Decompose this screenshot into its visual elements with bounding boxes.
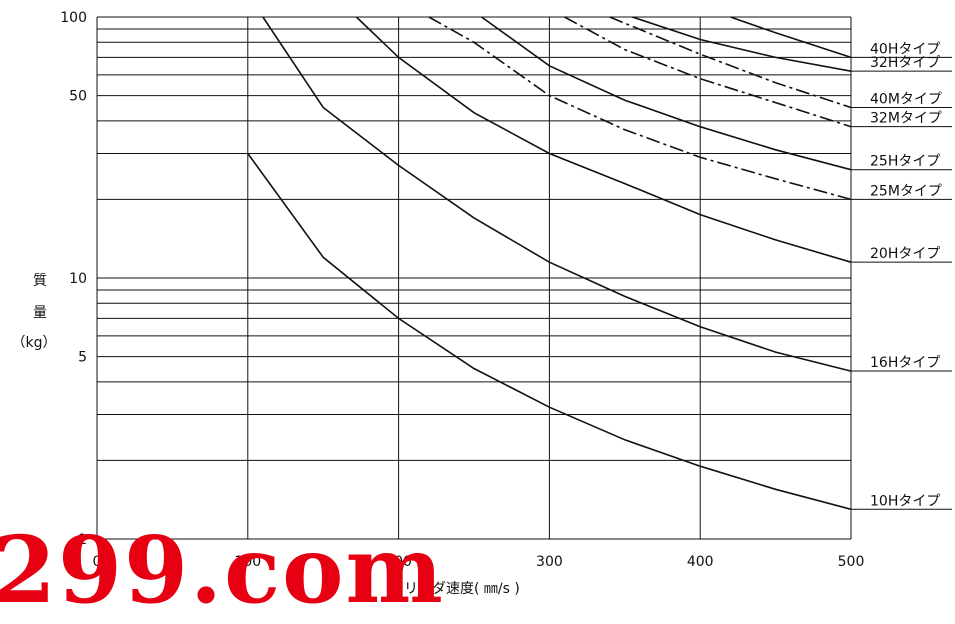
series-line: [428, 16, 852, 201]
series-label: 25Mタイプ: [870, 183, 942, 199]
series-label: 32Mタイプ: [870, 111, 942, 127]
series-label: 16Hタイプ: [870, 355, 940, 371]
series-label: 20Hタイプ: [870, 246, 940, 262]
y-tick-label: 10: [69, 271, 87, 287]
y-axis-label-line-2: 量: [33, 305, 47, 321]
series-line: [730, 16, 852, 59]
y-tick-label: 50: [69, 89, 87, 105]
series-label: 25Hタイプ: [870, 154, 940, 170]
x-tick-label: 100: [234, 554, 261, 570]
y-tick-label: 5: [78, 350, 87, 366]
chart-svg: 0 100 200 300 400 500 1 5 10 50 100 10Hタイプ 16Hタイプ 20H…: [60, 10, 952, 570]
x-tick-label: 400: [687, 554, 714, 570]
series-label: 40Mタイプ: [870, 92, 942, 108]
series-line: [564, 16, 852, 128]
series-line: [247, 153, 852, 511]
series-line: [609, 16, 852, 109]
y-axis-label-line-3: （kg）: [11, 335, 57, 351]
x-axis-label: シリンダ速度( ㎜/s ): [390, 581, 520, 597]
x-tick-label: 200: [385, 554, 412, 570]
series-line: [632, 16, 852, 72]
series-line: [262, 16, 852, 372]
x-tick-label: 0: [93, 554, 102, 570]
x-tick-label: 500: [838, 554, 865, 570]
series-line: [355, 16, 852, 263]
y-axis-label-line-1: 質: [33, 273, 47, 289]
series-label: 40Hタイプ: [870, 41, 940, 57]
y-tick-label: 1: [78, 532, 87, 548]
series-label: 32Hタイプ: [870, 55, 940, 71]
y-tick-label: 100: [60, 10, 87, 26]
series-label: 10Hタイプ: [870, 493, 940, 509]
x-tick-label: 300: [536, 554, 563, 570]
series-line: [481, 16, 852, 171]
